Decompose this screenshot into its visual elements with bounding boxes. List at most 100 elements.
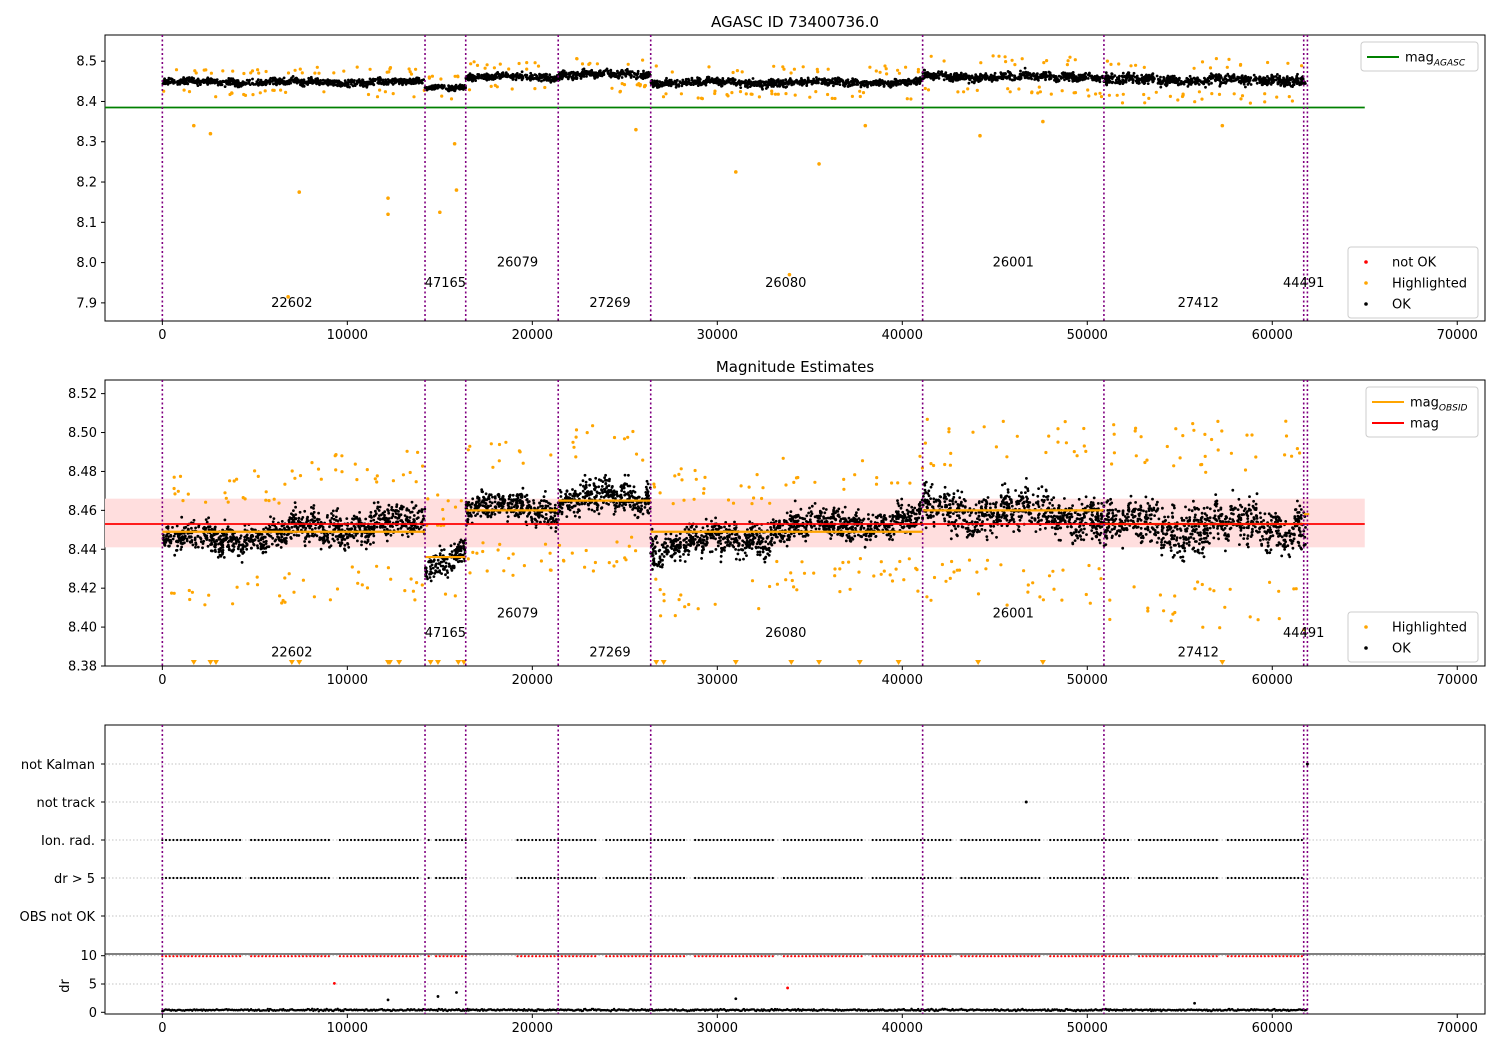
panel1-ok-point [1018,72,1022,76]
panel1-ok-point [1285,76,1289,80]
panel1-ok-point [1210,81,1213,85]
panel1-ok-point [782,85,785,89]
panel2-ok-point [297,516,301,520]
panel2-ok-point [373,524,376,528]
panel1-highlighted-point [1073,58,1077,62]
panel2-ok-point [232,545,236,548]
panel1-ok-point [1019,75,1023,79]
panel2-ok-point [303,540,306,543]
panel1-ok-point [1030,77,1033,81]
panel1-highlighted-point [1227,57,1231,62]
panel2-ok-point [403,514,407,517]
panel1-highlighted-point [355,65,359,69]
panel1-ok-point [1013,78,1016,82]
panel1-ok-point [694,82,698,86]
panel1-ok-point [705,75,709,79]
panel1-ok-point [840,78,843,81]
panel2-ok-point [297,519,300,523]
panel1-ok-point [336,84,339,88]
panel1-ok-point [248,78,252,82]
panel1-ok-point [321,81,324,85]
panel1-highlighted-point [1210,92,1214,96]
panel2-ok-point [175,548,179,552]
panel2-ok-point [259,545,263,549]
panel1-ok-point [191,80,194,84]
panel1-ok-point [734,82,738,86]
panel1-highlighted-point [1192,66,1196,70]
panel1-ok-point [361,78,364,82]
panel2-ok-point [245,533,249,537]
panel2-ok-point [554,530,558,533]
panel2-ok-point [387,511,391,515]
panel1-ok-point [514,78,518,82]
panel2-ok-point [164,539,168,543]
panel1-ok-point [1264,78,1267,81]
panel2-ok-point [165,526,169,529]
panel1-ok-point [774,83,777,87]
panel2-ok-point [243,540,246,543]
panel1-ok-point [447,89,450,93]
panel1-ok-point [1235,77,1238,81]
panel1-ok-point [302,84,306,88]
panel1-ok-point [582,75,586,78]
panel1-ok-point [823,77,826,80]
panel2-ok-point [423,507,427,511]
panel2-ok-point [327,540,331,544]
panel2-ok-point [396,527,400,531]
panel1-ok-point [535,76,539,80]
panel1-ok-point [579,77,583,80]
panel1-ok-point [770,85,774,88]
panel1-ok-point [1033,78,1036,81]
panel2-ok-point [339,519,343,522]
panel1-ok-point [829,81,833,85]
panel1-ok-point [1043,75,1047,78]
panel2-ok-point [290,525,294,529]
panel2-ok-point [334,525,338,529]
panel1-ok-point [1204,85,1207,89]
panel1-ok-point [787,80,791,84]
panel2-ok-point [185,539,189,543]
panel2-ok-point [388,524,392,528]
panel2-ok-point [199,537,203,541]
panel1-ok-point [329,80,332,84]
panel2-ok-point [432,575,436,578]
panel2-ok-point [194,526,198,530]
panel1-bottom-legend-label: OK [1392,298,1411,313]
panel1-highlighted-point [387,70,391,74]
panel1-highlighted-point [1121,92,1125,96]
panel2-ok-point [276,535,279,539]
panel2-ok-point [538,501,542,505]
panel1-ok-point [1187,79,1191,83]
panel2-ok-point [264,546,268,550]
panel1-xtick-label: 0 [158,328,166,343]
panel1-ok-point [901,79,905,83]
panel2-ok-point [240,561,244,564]
panel1-highlighted-point [507,67,511,71]
panel2-ok-point [429,567,433,571]
panel1-ok-point [1292,83,1296,86]
panel1-ok-point [1143,77,1146,81]
panel2-ok-point [280,520,284,523]
panel1-ok-point [887,84,891,88]
panel2-ok-point [436,558,440,562]
panel2-ok-point [364,547,368,551]
panel1-ok-point [799,80,803,84]
panel1-ok-point [784,82,787,86]
panel1-ok-point [1194,77,1198,81]
agasc-magnitude-panel: 2260247165260792726926080260012741244491… [76,34,1486,343]
panel1-highlighted-point [525,61,529,65]
panel1-ok-point [350,82,353,86]
panel2-ok-point [345,517,349,520]
panel1-ok-point [698,78,702,81]
panel1-highlighted-point [1045,59,1049,63]
panel1-ok-point [361,83,365,87]
panel1-highlighted-point [187,90,192,94]
panel1-ok-point [274,82,278,86]
panel2-ok-point [279,533,283,536]
panel1-highlighted-point [472,60,476,64]
panel1-ok-point [831,77,835,81]
panel1-ok-point [1134,79,1138,83]
panel1-highlighted-point [1193,100,1197,104]
panel1-ok-point [774,81,777,85]
panel2-ok-point [298,510,302,514]
